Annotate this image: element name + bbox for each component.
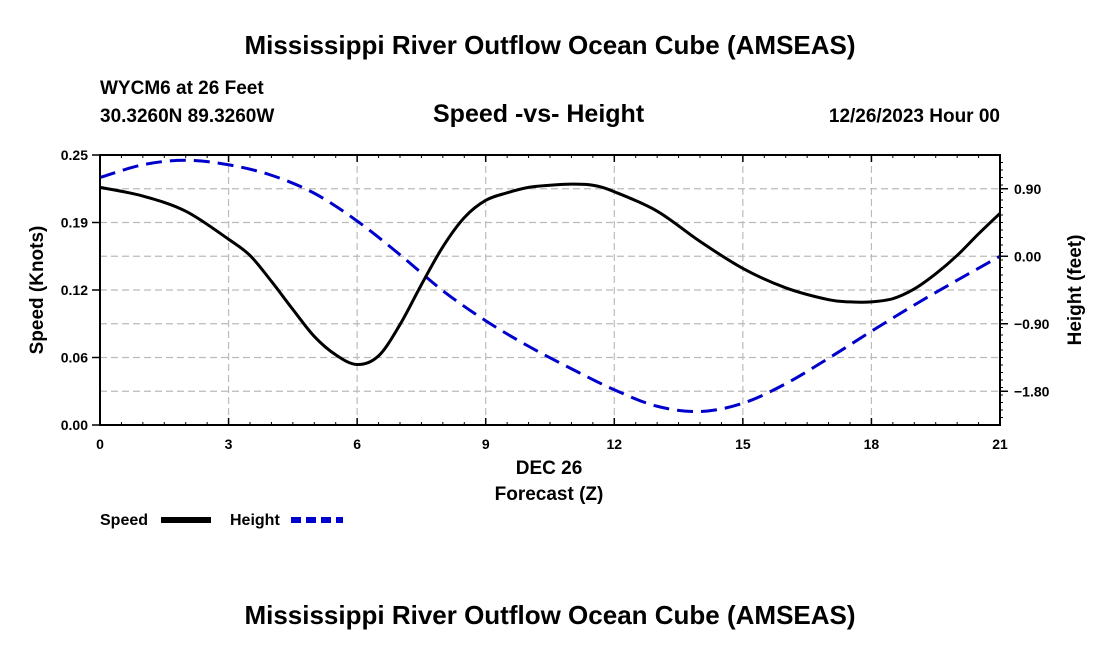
y2-tick-label: 0.00 xyxy=(1014,248,1041,264)
y2-tick-label: 0.90 xyxy=(1014,181,1041,197)
x-tick-label: 0 xyxy=(96,436,104,452)
y-tick-label: 0.12 xyxy=(61,282,88,298)
y-tick-label: 0.19 xyxy=(61,215,88,231)
x-tick-label: 15 xyxy=(735,436,751,452)
chart-subtitle: Speed -vs- Height xyxy=(433,100,645,128)
x-tick-label: 3 xyxy=(225,436,233,452)
grid-lines xyxy=(100,155,1000,425)
y2-tick-label: −0.90 xyxy=(1014,316,1050,332)
legend-speed-label: Speed xyxy=(100,512,148,529)
x-axis-date: DEC 26 xyxy=(516,458,583,479)
x-tick-label: 6 xyxy=(353,436,361,452)
series-layer xyxy=(99,158,1002,414)
speed-series-line xyxy=(99,182,1002,367)
legend: Speed Height xyxy=(100,512,343,529)
y-tick-label: 0.06 xyxy=(61,350,88,366)
y2-tick-label: −1.80 xyxy=(1014,383,1050,399)
forecast-datetime: 12/26/2023 Hour 00 xyxy=(828,106,1000,127)
x-tick-label: 21 xyxy=(992,436,1008,452)
y-tick-label: 0.25 xyxy=(61,147,88,163)
y-axis-title: Speed (Knots) xyxy=(27,226,48,355)
height-series-line xyxy=(99,158,1001,414)
legend-height-label: Height xyxy=(230,512,280,529)
x-tick-label: 18 xyxy=(864,436,880,452)
coordinates-label: 30.3260N 89.3260W xyxy=(100,106,275,127)
y-tick-label: 0.00 xyxy=(61,417,88,433)
tick-labels: 0 3 6 9 12 15 18 21 0.00 0.06 0.12 0.19 0.25 0.90 0.00… xyxy=(61,147,1050,452)
chart-title: Mississippi River Outflow Ocean Cube (AM… xyxy=(244,30,856,60)
x-tick-label: 12 xyxy=(606,436,622,452)
y2-axis-title: Height (feet) xyxy=(1065,235,1086,346)
x-axis-title: Forecast (Z) xyxy=(495,484,604,505)
footer-title: Mississippi River Outflow Ocean Cube (AM… xyxy=(244,600,856,630)
x-tick-label: 9 xyxy=(482,436,490,452)
tick-marks xyxy=(92,154,1008,426)
station-label: WYCM6 at 26 Feet xyxy=(100,78,264,99)
